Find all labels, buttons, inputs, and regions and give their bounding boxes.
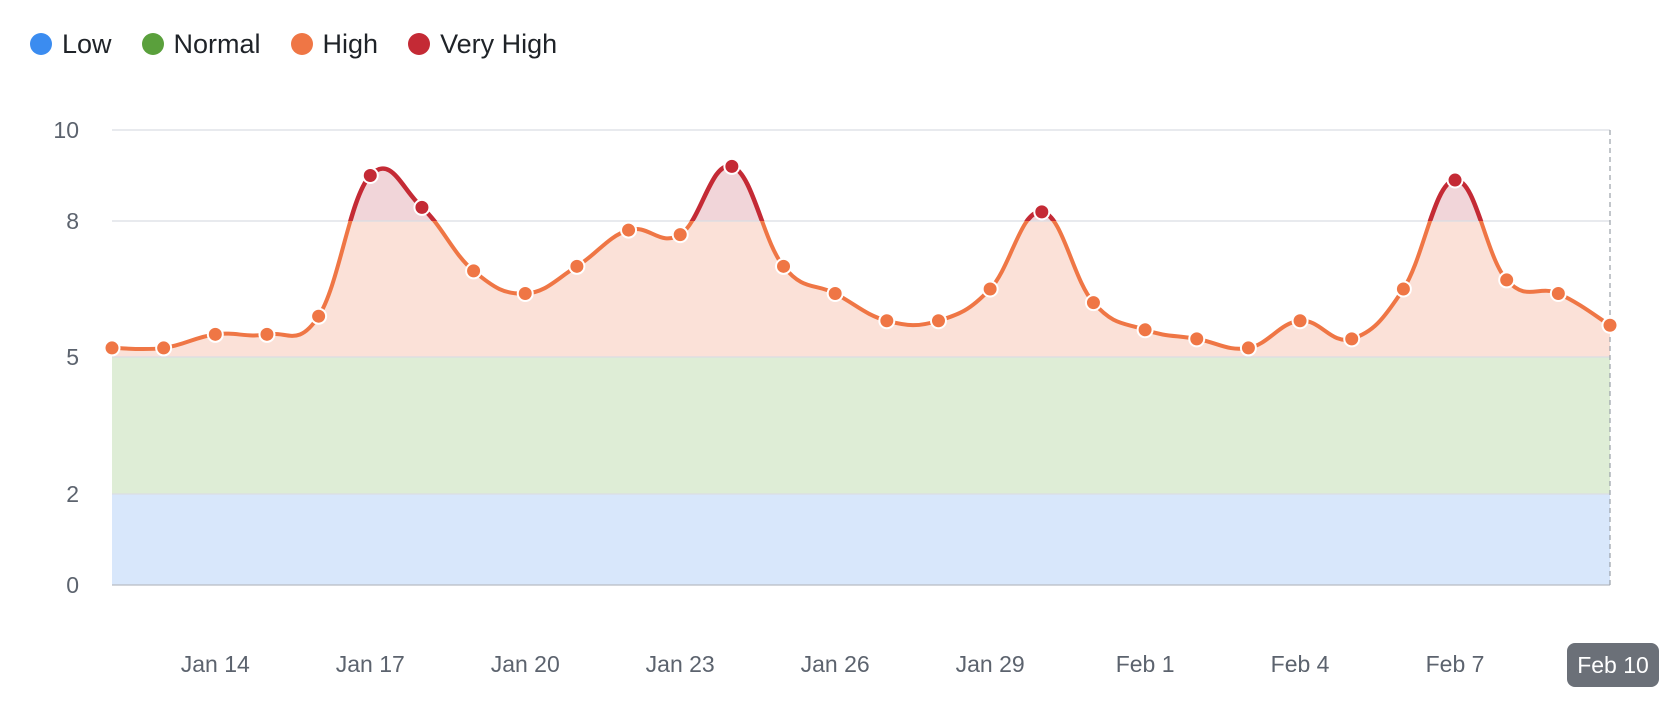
x-tick-label-jan-26: Jan 26 — [801, 651, 870, 677]
data-point-feb-4 — [1291, 312, 1309, 330]
x-tick-label-jan-29: Jan 29 — [956, 651, 1025, 677]
data-point-feb-5 — [1343, 330, 1361, 348]
x-tick-label-feb-1: Feb 1 — [1116, 651, 1175, 677]
legend-item-very-high[interactable]: Very High — [408, 28, 558, 59]
data-point-jan-27 — [878, 312, 896, 330]
data-point-jan-12 — [103, 339, 121, 357]
data-point-feb-2 — [1188, 330, 1206, 348]
y-tick-label-2: 2 — [66, 481, 79, 507]
legend-label-low: Low — [62, 28, 112, 59]
data-point-jan-24 — [723, 157, 741, 175]
data-point-jan-18 — [413, 198, 431, 216]
x-tick-label-feb-4: Feb 4 — [1271, 651, 1330, 677]
data-point-jan-31 — [1084, 294, 1102, 312]
legend-marker-normal — [141, 33, 164, 55]
legend-marker-very-high — [408, 33, 431, 55]
y-tick-label-10: 10 — [53, 117, 79, 143]
legend-marker-low — [30, 33, 52, 55]
crosshair-label-bg — [1567, 643, 1659, 687]
data-point-jan-15 — [258, 325, 276, 343]
data-point-jan-19 — [465, 262, 483, 280]
data-point-jan-25 — [775, 257, 793, 275]
legend-item-high[interactable]: High — [290, 28, 379, 59]
x-tick-label-jan-14: Jan 14 — [181, 651, 250, 677]
legend-marker-high — [290, 33, 313, 55]
crosshair-label: Feb 10 — [1567, 643, 1659, 687]
data-point-feb-1 — [1136, 321, 1154, 339]
y-tick-label-0: 0 — [66, 572, 79, 598]
x-tick-label-jan-20: Jan 20 — [491, 651, 560, 677]
data-point-feb-7 — [1446, 171, 1464, 189]
data-point-jan-16 — [310, 307, 328, 325]
data-point-jan-22 — [620, 221, 638, 239]
data-point-jan-30 — [1033, 203, 1051, 221]
chart-legend: Low Normal High Very High — [30, 24, 557, 64]
legend-item-normal[interactable]: Normal — [141, 28, 261, 59]
x-tick-label-jan-17: Jan 17 — [336, 651, 405, 677]
data-point-jan-20 — [516, 285, 534, 303]
data-point-feb-10 — [1601, 316, 1619, 334]
legend-label-normal: Normal — [173, 28, 261, 59]
data-point-jan-17 — [361, 167, 379, 184]
data-point-feb-8 — [1498, 271, 1516, 289]
data-point-feb-9 — [1549, 285, 1567, 303]
y-tick-label-5: 5 — [66, 344, 79, 370]
legend-label-very-high: Very High — [440, 28, 558, 59]
band-low — [112, 494, 1610, 585]
x-tick-label-jan-23: Jan 23 — [646, 651, 715, 677]
legend-item-low[interactable]: Low — [30, 28, 112, 59]
data-point-feb-6 — [1394, 280, 1412, 298]
band-high — [112, 221, 1610, 357]
data-point-jan-23 — [671, 226, 689, 244]
legend-label-high: High — [322, 28, 379, 59]
x-tick-label-feb-7: Feb 7 — [1426, 651, 1485, 677]
data-point-jan-13 — [155, 339, 173, 357]
band-very-high — [112, 165, 1610, 221]
data-point-feb-3 — [1239, 339, 1257, 357]
data-point-jan-29 — [981, 280, 999, 298]
data-point-jan-28 — [929, 312, 947, 330]
y-tick-label-8: 8 — [66, 208, 79, 234]
data-point-jan-26 — [826, 285, 844, 303]
band-normal — [112, 357, 1610, 494]
data-point-jan-14 — [206, 325, 224, 343]
data-point-jan-21 — [568, 257, 586, 275]
crosshair-label-text: Feb 10 — [1577, 652, 1649, 678]
